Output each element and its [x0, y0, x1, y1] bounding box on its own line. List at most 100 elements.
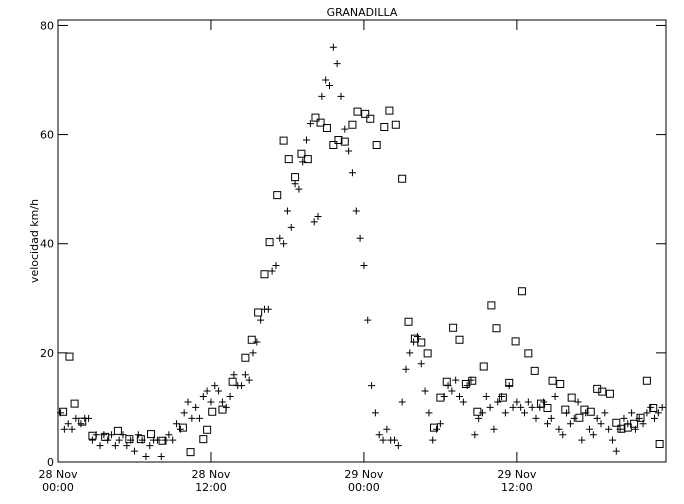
plus-point — [88, 436, 96, 444]
plus-point — [238, 382, 246, 390]
square-point — [580, 405, 589, 414]
square-point — [517, 287, 526, 296]
plus-point — [153, 436, 161, 444]
plus-point — [494, 398, 502, 406]
plus-point — [597, 420, 605, 428]
plus-point — [643, 409, 651, 417]
plus-point — [368, 382, 376, 390]
plus-point — [612, 447, 620, 455]
plus-point — [436, 420, 444, 428]
y-tick-label: 20 — [40, 347, 54, 360]
square-point — [543, 403, 552, 412]
plus-point — [371, 409, 379, 417]
square-point — [649, 403, 658, 412]
square-point — [436, 393, 445, 402]
plus-point — [532, 414, 540, 422]
plus-point — [658, 403, 666, 411]
plus-point — [620, 414, 628, 422]
square-point — [530, 366, 539, 375]
square-point — [218, 405, 227, 414]
square-point — [322, 124, 331, 133]
plus-point — [115, 436, 123, 444]
plus-point — [578, 436, 586, 444]
plus-point — [628, 409, 636, 417]
x-tick-label: 29 Nov 00:00 — [344, 468, 383, 494]
square-point — [410, 334, 419, 343]
y-tick-label: 80 — [40, 19, 54, 32]
plus-point — [272, 262, 280, 270]
plus-point — [333, 60, 341, 68]
plus-point — [490, 425, 498, 433]
square-point — [59, 407, 68, 416]
plus-point — [543, 420, 551, 428]
plus-point — [322, 76, 330, 84]
square-point — [241, 353, 250, 362]
plus-point — [505, 382, 513, 390]
plus-point — [310, 218, 318, 226]
plus-point — [593, 414, 601, 422]
plus-point — [589, 431, 597, 439]
plus-point — [123, 442, 131, 450]
square-point — [575, 413, 584, 422]
plus-point — [180, 409, 188, 417]
plus-point — [215, 387, 223, 395]
square-point — [556, 379, 565, 388]
plus-point — [108, 431, 116, 439]
plus-point — [570, 414, 578, 422]
y-tick-label: 0 — [47, 456, 54, 469]
plus-point — [280, 240, 288, 248]
plus-point — [68, 425, 76, 433]
plus-point — [111, 442, 119, 450]
plus-point — [394, 442, 402, 450]
plus-point — [456, 393, 464, 401]
square-point — [284, 155, 293, 164]
plus-point — [188, 414, 196, 422]
square-point — [366, 114, 375, 123]
square-point — [316, 118, 325, 127]
plus-point — [429, 436, 437, 444]
plus-point — [306, 120, 314, 128]
square-point — [311, 113, 320, 122]
square-point — [113, 426, 122, 435]
plus-point — [72, 414, 80, 422]
square-point — [178, 423, 187, 432]
plus-point — [173, 420, 181, 428]
square-point — [630, 419, 639, 428]
plus-point — [501, 409, 509, 417]
plus-point — [249, 349, 257, 357]
plus-point — [486, 403, 494, 411]
square-point — [279, 136, 288, 145]
square-point — [505, 378, 514, 387]
square-point — [593, 384, 602, 393]
plus-point — [364, 316, 372, 324]
square-point — [297, 149, 306, 158]
square-point — [273, 191, 282, 200]
plus-point — [379, 436, 387, 444]
plus-point — [146, 442, 154, 450]
square-point — [158, 436, 167, 445]
square-point — [334, 136, 343, 145]
plus-point — [566, 420, 574, 428]
plus-point — [241, 371, 249, 379]
plus-point — [559, 431, 567, 439]
plus-point — [161, 436, 169, 444]
plus-point — [276, 234, 284, 242]
plus-point — [647, 403, 655, 411]
y-tick-label: 40 — [40, 238, 54, 251]
plus-point — [402, 365, 410, 373]
plus-point — [314, 212, 322, 220]
plus-point — [601, 409, 609, 417]
plus-point — [337, 92, 345, 100]
plus-point — [654, 409, 662, 417]
square-point — [642, 376, 651, 385]
plus-point — [425, 409, 433, 417]
plus-point — [433, 425, 441, 433]
square-point — [623, 423, 632, 432]
plus-point — [375, 431, 383, 439]
square-point — [586, 407, 595, 416]
plus-point — [547, 414, 555, 422]
square-point — [598, 387, 607, 396]
plus-point — [574, 398, 582, 406]
square-point — [442, 377, 451, 386]
